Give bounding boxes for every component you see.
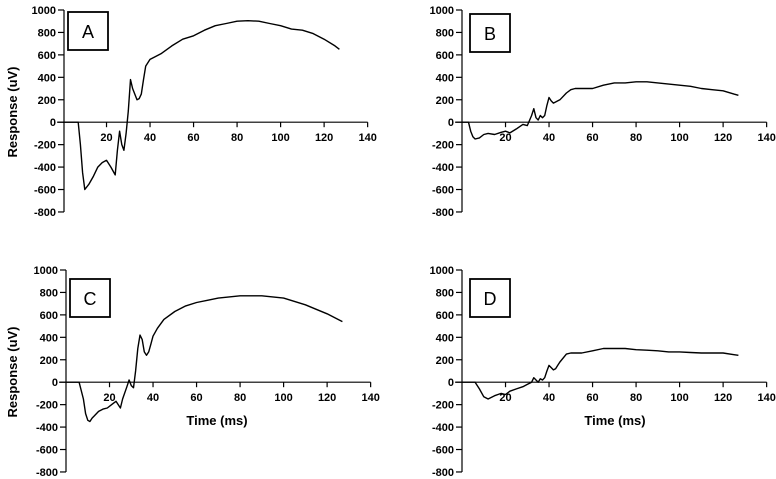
panel-c-xtick-label: 80 xyxy=(234,392,246,404)
panel-a-letter-box xyxy=(67,11,109,51)
panel-b-ytick-label: -600 xyxy=(432,185,454,197)
panel-b-xtick-label: 100 xyxy=(670,132,688,144)
panel-d-axes: -800 -600 -400 -200 0 200 400 600 800 1000 20 40 60 8… xyxy=(430,265,776,479)
panel-c-xtick-label: 60 xyxy=(190,392,202,404)
panel-c-xtick-label: 120 xyxy=(318,392,336,404)
panel-b-axes: -800 -600 -400 -200 0 200 400 600 800 1000 20 40 60 8… xyxy=(430,5,776,219)
panel-a-ytick-label: 0 xyxy=(50,117,56,129)
panel-d-ytick-label: 200 xyxy=(436,355,454,367)
panel-b-ytick-label: 0 xyxy=(448,117,454,129)
panel-a-ytick-label: -400 xyxy=(34,162,56,174)
panel-d-ytick-label: 600 xyxy=(436,310,454,322)
panel-b-ytick-label: 800 xyxy=(436,27,454,39)
panel-c-ytick-label: -400 xyxy=(36,422,58,434)
panel-b-xtick-label: 140 xyxy=(757,132,775,144)
panel-a-ytick-label: 800 xyxy=(38,27,56,39)
panel-a-ytick-label: -800 xyxy=(34,207,56,219)
panel-d-xlabel: Time (ms) xyxy=(584,413,645,428)
panel-a-ytick-label: 600 xyxy=(38,50,56,62)
panel-d-ytick-label: 400 xyxy=(436,332,454,344)
panel-c-ytick-label: -800 xyxy=(36,467,58,479)
panel-a-ytick-label: 400 xyxy=(38,72,56,84)
panel-d-series-line xyxy=(462,347,739,400)
panel-b-ytick-label: -800 xyxy=(432,207,454,219)
panel-c-ytick-label: 200 xyxy=(40,355,58,367)
panel-a-xtick-label: 40 xyxy=(144,132,156,144)
panel-c-ytick-label: 400 xyxy=(40,332,58,344)
panel-d-ytick-label: -400 xyxy=(432,422,454,434)
panel-d: D -800 -600 -400 -200 0 200 400 600 800 1000 20 40 6… xyxy=(430,265,776,479)
panel-b: B -800 -600 -400 -200 0 200 400 600 800 1000 20 40 6… xyxy=(430,5,776,219)
panel-d-ytick-label: 0 xyxy=(448,377,454,389)
panel-c-letter-box xyxy=(69,278,111,318)
panel-c-ylabel: Response (uV) xyxy=(5,326,20,417)
panel-b-ytick-label: 400 xyxy=(436,72,454,84)
panel-a-ytick-label: 1000 xyxy=(32,5,56,17)
panel-c-xtick-label: 40 xyxy=(147,392,159,404)
panel-d-letter: D xyxy=(484,289,497,309)
panel-a-letter: A xyxy=(82,22,94,42)
panel-d-xtick-label: 20 xyxy=(499,392,511,404)
panel-d-xtick-label: 120 xyxy=(714,392,732,404)
panel-a-ytick-label: 200 xyxy=(38,95,56,107)
panel-b-series-line xyxy=(462,81,739,140)
panel-a-ytick-label: -200 xyxy=(34,140,56,152)
panel-c: C -800 -600 -400 -200 0 200 400 600 800 1000 20 40 6… xyxy=(5,265,380,479)
panel-c-letter: C xyxy=(84,289,97,309)
panel-d-xtick-label: 40 xyxy=(543,392,555,404)
panel-b-xtick-label: 40 xyxy=(543,132,555,144)
panel-b-xtick-label: 80 xyxy=(630,132,642,144)
panel-d-xtick-label: 140 xyxy=(757,392,775,404)
panel-a: A -800 -600 -400 -200 0 200 400 600 800 1000 20 40 6… xyxy=(5,5,377,219)
panel-c-ytick-label: 0 xyxy=(52,377,58,389)
panel-c-series-line xyxy=(66,295,343,423)
panel-d-ytick-label: 800 xyxy=(436,287,454,299)
panel-a-xtick-label: 20 xyxy=(100,132,112,144)
panel-a-xtick-label: 140 xyxy=(358,132,376,144)
panel-c-ytick-label: 800 xyxy=(40,287,58,299)
panel-a-axes: -800 -600 -400 -200 0 200 400 600 800 1000 20 40 60 8… xyxy=(32,5,377,219)
panel-a-xtick-label: 60 xyxy=(187,132,199,144)
panel-d-letter-box xyxy=(469,278,511,318)
panel-b-letter: B xyxy=(484,24,496,44)
panel-b-xtick-label: 120 xyxy=(714,132,732,144)
panel-c-xlabel: Time (ms) xyxy=(186,413,247,428)
panel-d-xtick-label: 60 xyxy=(586,392,598,404)
panel-b-ytick-label: -400 xyxy=(432,162,454,174)
panel-a-ytick-label: -600 xyxy=(34,185,56,197)
panel-b-letter-box xyxy=(469,13,511,53)
panel-d-xtick-label: 80 xyxy=(630,392,642,404)
panel-b-xtick-label: 60 xyxy=(586,132,598,144)
panel-c-ytick-label: 1000 xyxy=(34,265,58,277)
panel-d-ytick-label: -200 xyxy=(432,400,454,412)
panel-b-ytick-label: 200 xyxy=(436,95,454,107)
panel-a-xtick-label: 100 xyxy=(271,132,289,144)
panel-a-ylabel: Response (uV) xyxy=(5,66,20,157)
panel-c-xtick-label: 140 xyxy=(361,392,379,404)
panel-d-ytick-label: -800 xyxy=(432,467,454,479)
panel-c-axes: -800 -600 -400 -200 0 200 400 600 800 1000 20 40 60 8… xyxy=(34,265,380,479)
panel-b-xtick-label: 20 xyxy=(499,132,511,144)
panel-d-ytick-label: 1000 xyxy=(430,265,454,277)
panel-b-ytick-label: -200 xyxy=(432,140,454,152)
panel-c-xtick-label: 100 xyxy=(274,392,292,404)
panel-c-xtick-label: 20 xyxy=(103,392,115,404)
panel-b-ytick-label: 600 xyxy=(436,50,454,62)
panel-a-xtick-label: 120 xyxy=(315,132,333,144)
panel-c-ytick-label: -200 xyxy=(36,400,58,412)
panel-c-ytick-label: -600 xyxy=(36,445,58,457)
panel-a-series-line xyxy=(63,20,340,191)
panel-a-xtick-label: 80 xyxy=(231,132,243,144)
panel-b-ytick-label: 1000 xyxy=(430,5,454,17)
panel-d-ytick-label: -600 xyxy=(432,445,454,457)
panel-d-xtick-label: 100 xyxy=(670,392,688,404)
panel-c-ytick-label: 600 xyxy=(40,310,58,322)
